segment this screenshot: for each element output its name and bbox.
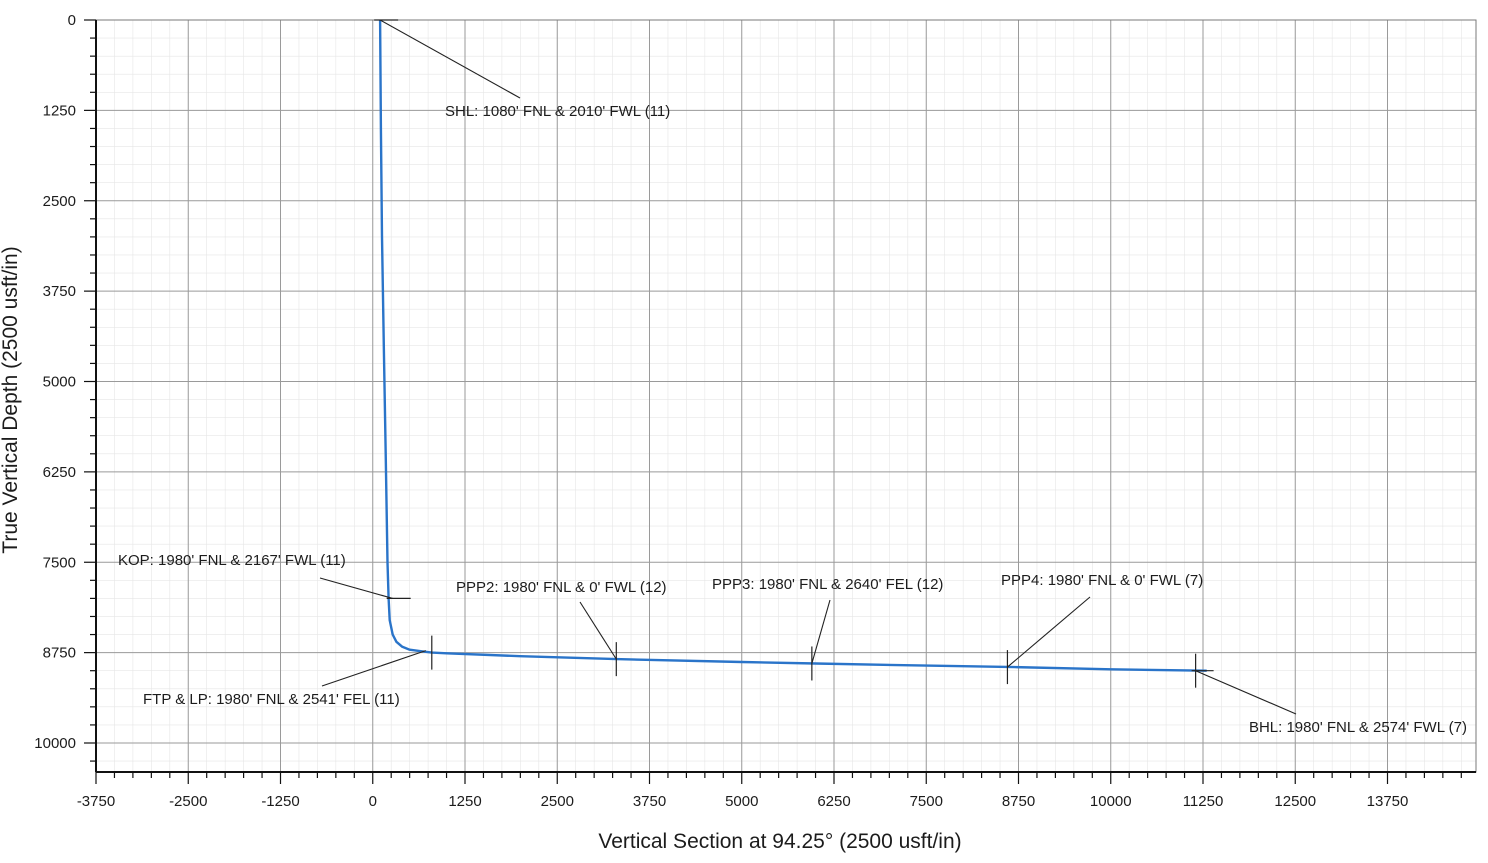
y-tick-label: 7500: [43, 554, 76, 571]
shl-leader-line: [379, 19, 521, 99]
x-tick-label: -1250: [261, 793, 299, 810]
y-tick-label: 6250: [43, 464, 76, 481]
x-tick-label: 5000: [725, 793, 758, 810]
ppp3-leader-line: [811, 599, 831, 664]
y-tick-label: 0: [68, 12, 76, 29]
x-tick-label: 10000: [1090, 793, 1132, 810]
ppp4-label: PPP4: 1980' FNL & 0' FWL (7): [1001, 572, 1203, 589]
bhl-leader-line: [1195, 670, 1297, 715]
x-tick-label: 0: [369, 793, 377, 810]
x-tick-label: -2500: [169, 793, 207, 810]
minor-grid: [95, 19, 1476, 772]
ppp2-label: PPP2: 1980' FNL & 0' FWL (12): [456, 579, 667, 596]
y-axis-title: True Vertical Depth (2500 usft/in): [0, 246, 22, 553]
ppp2-leader-line: [579, 601, 617, 660]
x-tick-label: 6250: [817, 793, 850, 810]
plot-frame: [95, 19, 1477, 773]
kop-leader-line: [319, 577, 393, 599]
annotation-layer: SHL: 1080' FNL & 2010' FWL (11) KOP: 1980…: [118, 19, 1467, 736]
x-tick-label: 2500: [541, 793, 574, 810]
ftp-label: FTP & LP: 1980' FNL & 2541' FEL (11): [143, 691, 400, 708]
axes: [84, 19, 1477, 784]
x-tick-label: 8750: [1002, 793, 1035, 810]
x-tick-labels: -3750 -2500 -1250 0 1250 2500 3750 5000 6250 7500…: [77, 793, 1409, 810]
x-axis-title: Vertical Section at 94.25° (2500 usft/in…: [598, 830, 961, 853]
y-tick-label: 10000: [34, 735, 76, 752]
y-tick-label: 3750: [43, 283, 76, 300]
x-tick-label: -3750: [77, 793, 115, 810]
ftp-leader-line: [321, 650, 426, 687]
series-layer: [378, 19, 1207, 672]
shl-label: SHL: 1080' FNL & 2010' FWL (11): [445, 103, 670, 120]
y-tick-label: 1250: [43, 102, 76, 119]
major-grid: [95, 19, 1476, 772]
x-tick-label: 12500: [1274, 793, 1316, 810]
x-tick-label: 11250: [1183, 793, 1224, 810]
x-tick-label: 7500: [910, 793, 943, 810]
ppp4-leader-line: [1007, 596, 1091, 668]
kop-label: KOP: 1980' FNL & 2167' FWL (11): [118, 552, 346, 569]
x-tick-label: 13750: [1367, 793, 1409, 810]
well-path-line: [378, 19, 1207, 672]
y-tick-label: 8750: [43, 645, 76, 662]
y-tick-label: 2500: [43, 193, 76, 210]
y-tick-labels: 0 1250 2500 3750 5000 6250 7500 8750 10000: [34, 12, 76, 752]
bhl-label: BHL: 1980' FNL & 2574' FWL (7): [1249, 719, 1467, 736]
x-tick-label: 1250: [448, 793, 481, 810]
y-tick-label: 5000: [43, 374, 76, 391]
x-tick-label: 3750: [633, 793, 666, 810]
ppp3-label: PPP3: 1980' FNL & 2640' FEL (12): [712, 576, 943, 593]
